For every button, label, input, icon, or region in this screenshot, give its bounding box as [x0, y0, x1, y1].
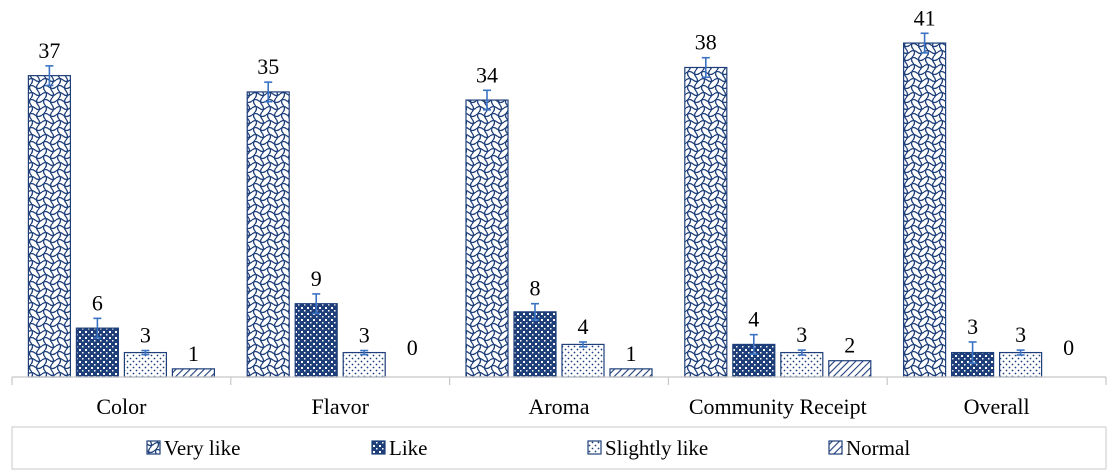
x-tick-label: Flavor: [311, 394, 369, 419]
data-label: 6: [92, 290, 103, 315]
data-label: 35: [257, 54, 279, 79]
legend-box: [11, 426, 1107, 470]
data-label: 2: [844, 333, 855, 358]
legend-swatch: [371, 440, 386, 455]
bar-slightly-like: [780, 351, 824, 378]
legend-label: Like: [389, 436, 427, 460]
data-label: 34: [476, 62, 498, 87]
x-tick-label: Overall: [964, 394, 1030, 419]
data-label: 37: [38, 38, 60, 63]
error-bars-group: [45, 32, 1025, 364]
legend-swatch: [828, 440, 843, 455]
data-label: 3: [1015, 322, 1026, 347]
legend: Very like Like Slightly like Normal: [146, 436, 910, 460]
bar-very-like: [465, 99, 509, 378]
x-tick-label: Community Receipt: [689, 394, 867, 419]
bar-slightly-like: [123, 351, 168, 378]
data-label: 3: [796, 322, 807, 347]
x-axis-ticks: [11, 377, 1107, 385]
bar-slightly-like: [342, 351, 386, 378]
x-tick-label: Aroma: [528, 394, 589, 419]
bar-very-like: [27, 75, 71, 378]
bar-very-like: [684, 66, 728, 378]
bar-normal: [171, 368, 215, 378]
data-label: 4: [748, 307, 759, 332]
data-label: 3: [359, 323, 370, 348]
legend-label: Very like: [164, 436, 240, 460]
bars-group: [27, 42, 1043, 378]
x-tick-label: Color: [96, 394, 147, 419]
data-label: 9: [311, 266, 322, 291]
data-label: 41: [914, 5, 936, 30]
legend-label: Normal: [846, 436, 910, 460]
legend-label: Slightly like: [605, 436, 708, 460]
legend-swatch: [146, 440, 161, 455]
bar-like: [294, 303, 338, 378]
bar-slightly-like: [561, 343, 605, 378]
data-label: 8: [530, 276, 541, 301]
data-label: 1: [626, 341, 637, 366]
bar-normal: [828, 360, 872, 378]
data-label: 0: [1063, 335, 1074, 360]
bar-like: [513, 311, 557, 378]
bar-slightly-like: [998, 351, 1043, 378]
data-label: 3: [967, 314, 978, 339]
data-label: 38: [695, 30, 717, 55]
data-label: 0: [407, 335, 418, 360]
legend-swatch: [587, 440, 602, 455]
x-axis-labels: Color Flavor Aroma Community Receipt Overall: [96, 394, 1029, 419]
data-label: 1: [188, 341, 199, 366]
bar-normal: [609, 368, 653, 378]
bar-very-like: [246, 91, 290, 378]
data-label: 3: [140, 323, 151, 348]
data-label: 4: [578, 314, 589, 339]
bar-very-like: [902, 42, 947, 378]
